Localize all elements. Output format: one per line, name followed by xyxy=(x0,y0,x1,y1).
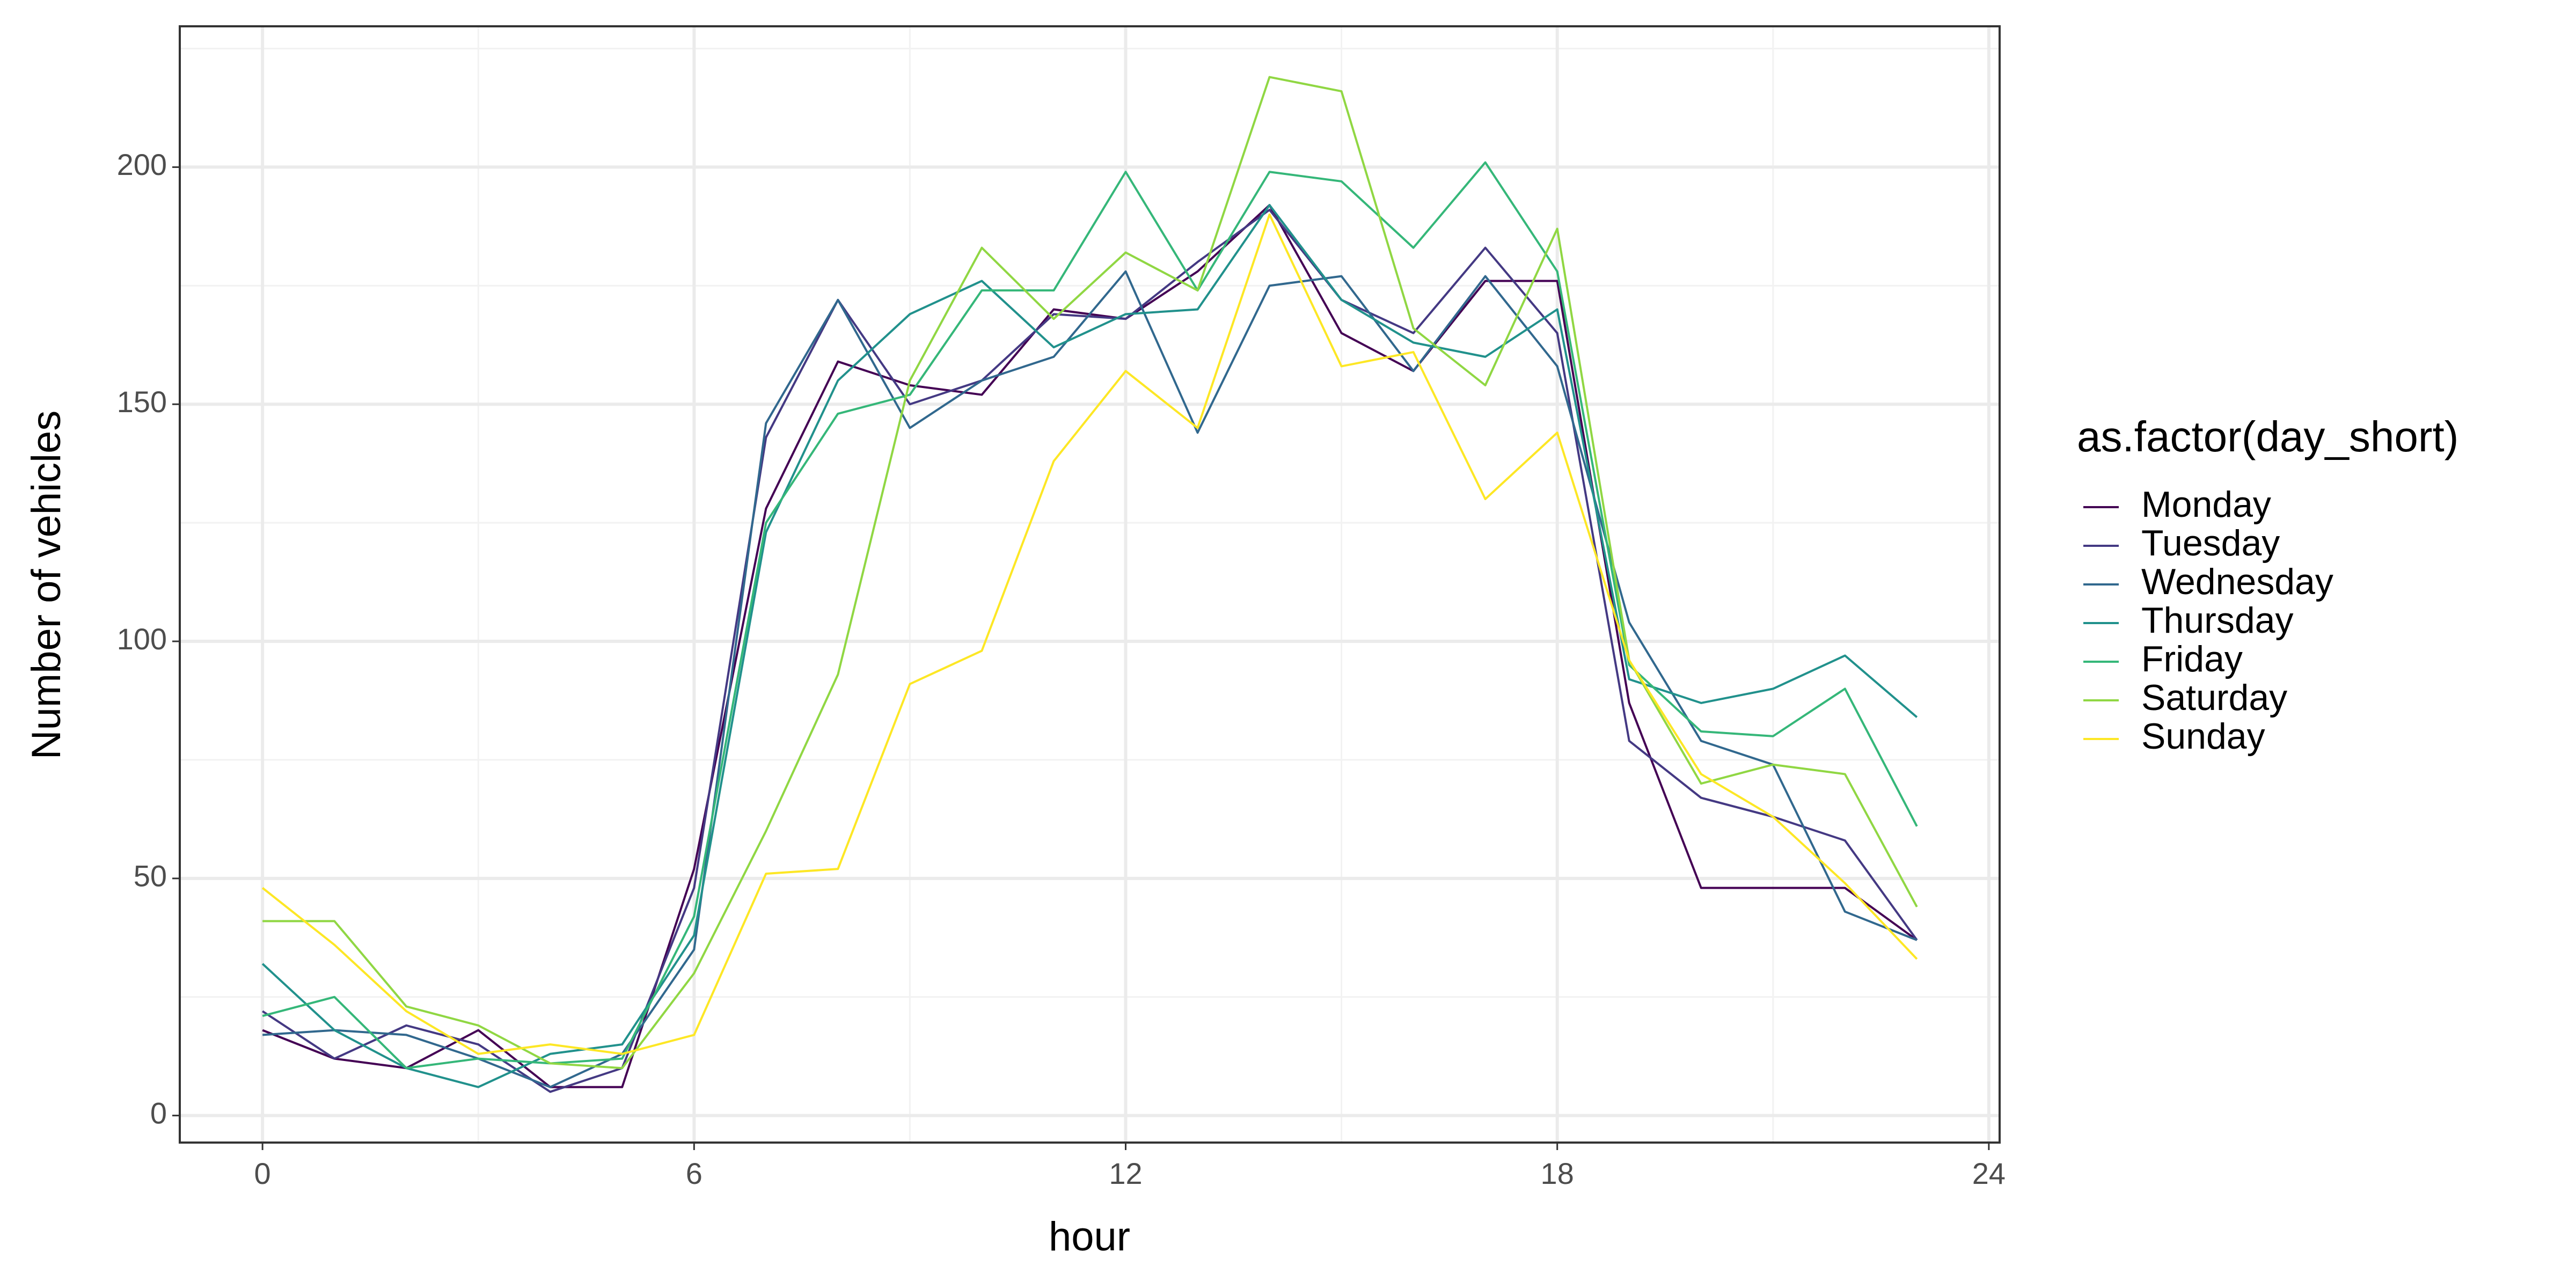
legend-label: Sunday xyxy=(2141,716,2265,757)
x-tick-label: 24 xyxy=(1972,1157,2006,1190)
legend-label: Wednesday xyxy=(2141,561,2333,602)
series-line xyxy=(261,204,1918,1088)
legend-label: Tuesday xyxy=(2141,523,2280,564)
x-tick-label: 18 xyxy=(1541,1157,1574,1190)
y-tick-label: 200 xyxy=(117,148,167,181)
y-axis-title: Number of vehicles xyxy=(24,411,69,760)
legend-label: Monday xyxy=(2141,484,2271,525)
series-line xyxy=(262,270,1918,1088)
series-line xyxy=(262,204,1918,1088)
panel-border xyxy=(179,25,2001,1144)
legend-label: Saturday xyxy=(2141,677,2287,718)
series-line xyxy=(262,161,1918,1070)
series-line xyxy=(262,76,1918,1070)
series-line xyxy=(261,213,1918,1055)
y-tick-label: 100 xyxy=(117,622,167,656)
series-line xyxy=(262,208,1918,1093)
legend-label: Thursday xyxy=(2141,600,2293,641)
y-tick-label: 150 xyxy=(117,385,167,419)
y-tick-label: 0 xyxy=(150,1096,167,1130)
x-tick-label: 12 xyxy=(1109,1157,1142,1190)
x-tick-label: 6 xyxy=(686,1157,702,1190)
x-axis-title: hour xyxy=(1049,1214,1130,1260)
legend-title: as.factor(day_short) xyxy=(2077,413,2458,460)
x-tick-label: 0 xyxy=(254,1157,271,1190)
y-tick-label: 50 xyxy=(134,859,167,893)
legend-label: Friday xyxy=(2141,639,2243,679)
